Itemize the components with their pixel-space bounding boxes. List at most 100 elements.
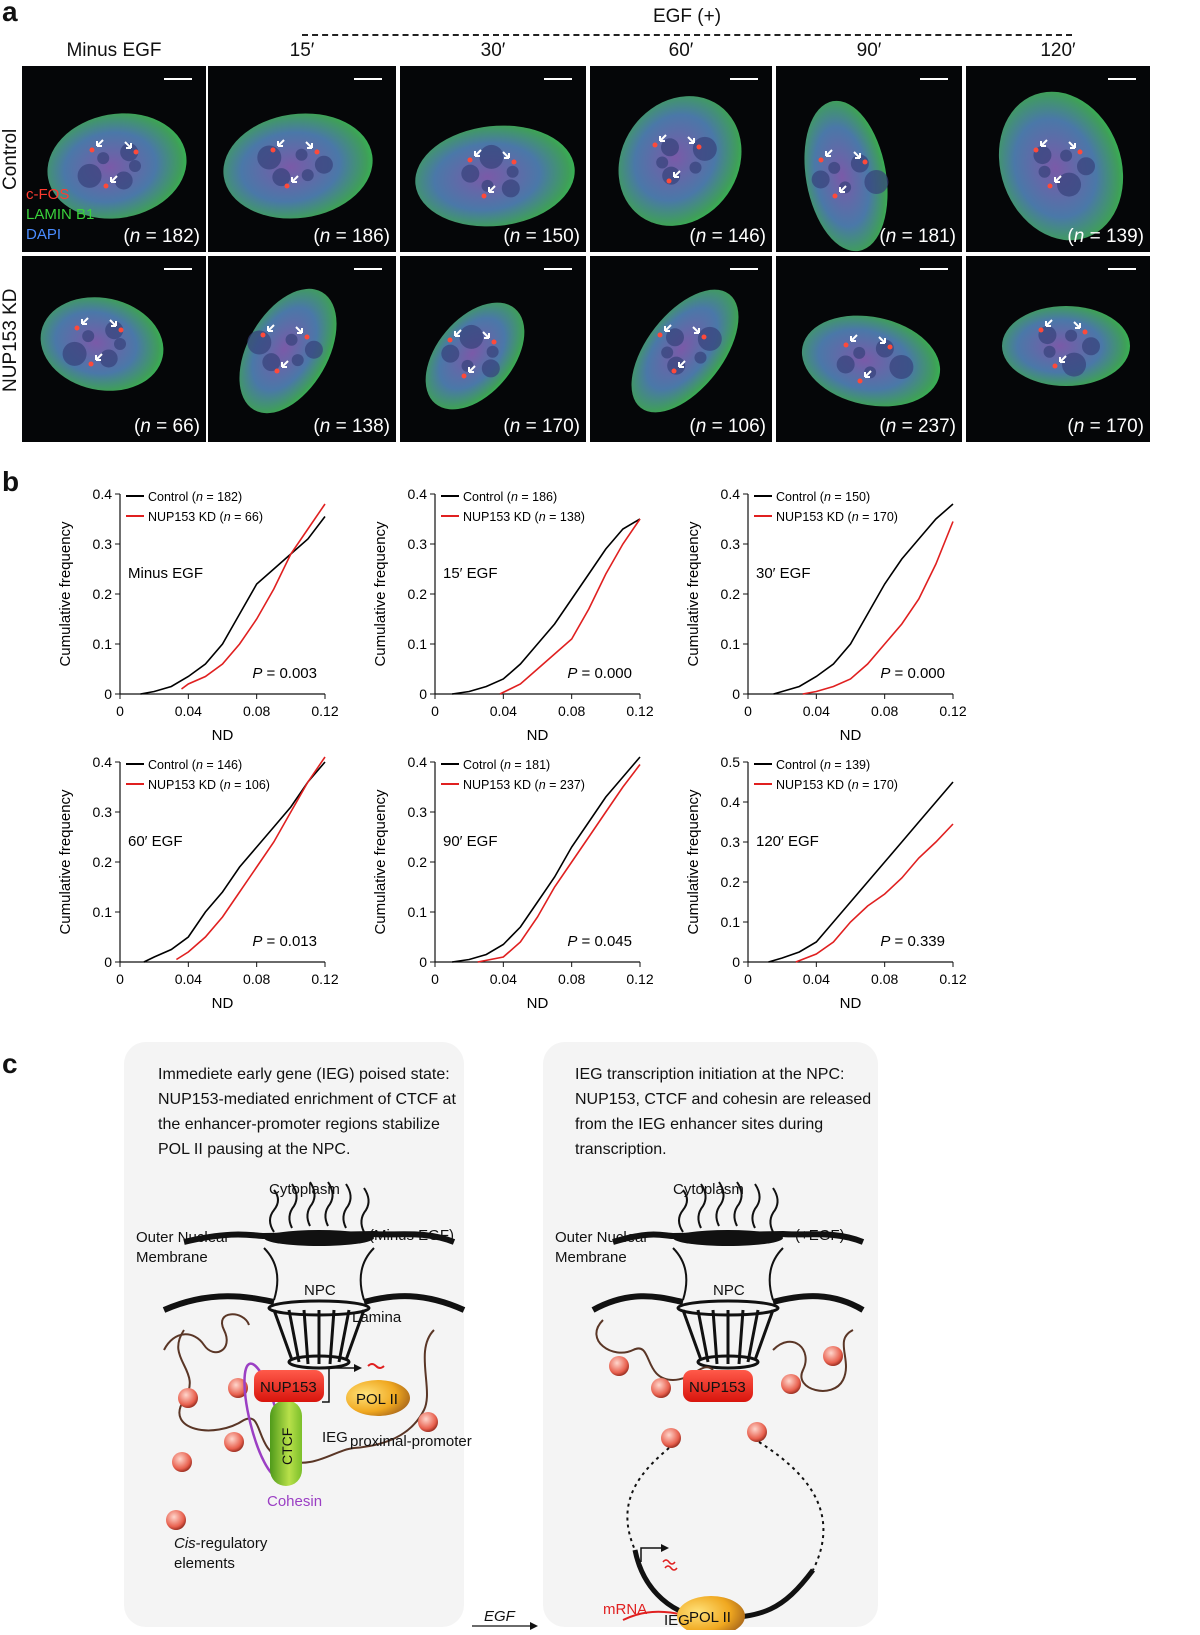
x-tick-label: 0.08 bbox=[243, 703, 270, 719]
y-tick-label: 0.5 bbox=[721, 754, 741, 770]
pol2-enzyme bbox=[346, 1380, 410, 1416]
npc-basket bbox=[267, 1299, 371, 1370]
x-tick-label: 0.04 bbox=[175, 971, 202, 987]
transcription-box bbox=[543, 1042, 878, 1627]
c-fos-spot bbox=[843, 342, 849, 348]
arrowhead-icon bbox=[468, 367, 474, 373]
arrowhead-icon bbox=[81, 319, 87, 325]
c-fos-spot bbox=[652, 142, 658, 148]
cumulative-frequency-chart: 0 0.1 0.2 0.3 0.4 0 0.04 0.08 0.12 ND Cumulative f… bbox=[372, 486, 654, 744]
y-tick-label: 0.2 bbox=[408, 854, 428, 870]
x-tick-label: 0.08 bbox=[558, 703, 585, 719]
arrowhead-icon bbox=[488, 187, 494, 193]
y-tick-label: 0.1 bbox=[408, 636, 428, 652]
c-fos-spot bbox=[133, 149, 139, 155]
arrowhead-icon bbox=[678, 362, 684, 368]
npc-basket-right bbox=[676, 1299, 780, 1370]
y-axis-label: Cumulative frequency bbox=[372, 789, 389, 935]
transcription-schematic: Cytoplasm (+EGF) Outer Nuclear Membrane … bbox=[555, 1181, 865, 1630]
y-tick-label: 0 bbox=[732, 686, 740, 702]
arrowhead-icon bbox=[1040, 141, 1046, 147]
legend-entry: NUP153 KD (n = 106) bbox=[148, 778, 270, 792]
egf-arrow-label: EGF bbox=[484, 1608, 515, 1625]
arrowhead-icon bbox=[297, 328, 303, 334]
c-fos-spot bbox=[89, 147, 95, 153]
cumulative-frequency-chart: 0 0.1 0.2 0.3 0.4 0.5 0 0.04 0.08 0.12 ND Cumulativ… bbox=[685, 754, 967, 1012]
poised-state-schematic: Cytoplasm (Minus EGF) Outer Nuclear Memb… bbox=[136, 1181, 472, 1572]
c-fos-spot bbox=[857, 378, 863, 384]
y-tick-label: 0.3 bbox=[408, 804, 428, 820]
nucleolus bbox=[486, 345, 499, 358]
npc-sides-right bbox=[672, 1247, 784, 1301]
ctcf-label: CTCF bbox=[279, 1428, 295, 1465]
scale-bar bbox=[1108, 78, 1136, 80]
y-tick-label: 0.1 bbox=[93, 904, 113, 920]
lamina-label: Lamina bbox=[352, 1309, 402, 1326]
arrowhead-icon bbox=[664, 326, 670, 332]
nucleus bbox=[223, 113, 373, 219]
channel-legend-label: DAPI bbox=[26, 226, 62, 243]
y-tick-label: 0.2 bbox=[408, 586, 428, 602]
c-fos-spot bbox=[832, 193, 838, 199]
nucleolus bbox=[506, 165, 519, 178]
legend-entry: NUP153 KD (n = 170) bbox=[776, 778, 898, 792]
x-tick-label: 0.12 bbox=[939, 971, 966, 987]
scale-bar bbox=[164, 268, 192, 270]
y-tick-label: 0 bbox=[419, 686, 427, 702]
nucleolus bbox=[660, 138, 679, 157]
npc-filaments-right bbox=[678, 1181, 779, 1233]
nucleolus bbox=[479, 144, 504, 169]
x-tick-label: 0.12 bbox=[939, 703, 966, 719]
series-line bbox=[175, 756, 326, 961]
sample-count: (n = 66) bbox=[133, 416, 200, 437]
p-value-label: P = 0.339 bbox=[880, 933, 945, 950]
p-value-label: P = 0.045 bbox=[567, 933, 632, 950]
nucleolus bbox=[850, 154, 869, 173]
nucleus bbox=[618, 96, 742, 226]
x-tick-label: 0.12 bbox=[311, 971, 338, 987]
nucleus-image bbox=[998, 91, 1124, 241]
arrowhead-icon bbox=[659, 136, 665, 142]
legend-entry: Cotrol (n = 181) bbox=[463, 758, 550, 772]
x-tick-label: 0.12 bbox=[311, 703, 338, 719]
chromatin-loops bbox=[163, 1313, 250, 1354]
legend-entry: Control (n = 186) bbox=[463, 490, 557, 504]
npc-label: NPC bbox=[304, 1282, 336, 1299]
series-line bbox=[181, 503, 326, 690]
nup153-label-right: NUP153 bbox=[689, 1379, 746, 1396]
npc-filaments bbox=[269, 1181, 370, 1233]
x-tick-label: 0 bbox=[431, 703, 439, 719]
micrograph-tile: (n = 66) bbox=[22, 256, 206, 442]
nucleus bbox=[801, 315, 941, 407]
nucleolus bbox=[129, 160, 141, 172]
y-tick-label: 0.4 bbox=[721, 794, 741, 810]
arrowhead-icon bbox=[454, 331, 460, 337]
nucleus-image bbox=[804, 100, 889, 252]
x-tick-label: 0.04 bbox=[803, 703, 830, 719]
egf-header-line bbox=[302, 34, 1072, 36]
nucleus-image bbox=[223, 113, 373, 219]
y-axis-label: Cumulative frequency bbox=[57, 789, 74, 935]
y-tick-label: 0.3 bbox=[721, 536, 741, 552]
arrowhead-icon bbox=[1045, 321, 1051, 327]
legend-entry: Control (n = 182) bbox=[148, 490, 242, 504]
nucleolus bbox=[77, 163, 102, 188]
c-fos-spot bbox=[467, 157, 473, 163]
channel-legend-label: c-FOS bbox=[26, 186, 70, 203]
cytoplasm-label-right: Cytoplasm bbox=[673, 1181, 744, 1198]
column-header: 60′ bbox=[668, 40, 694, 61]
series-line bbox=[451, 518, 641, 695]
nup153-protein bbox=[254, 1370, 324, 1402]
nucleolus bbox=[461, 164, 480, 183]
arrowhead-icon bbox=[694, 328, 700, 334]
panel-c-letter: c bbox=[2, 1048, 18, 1079]
nucleolus bbox=[661, 346, 674, 359]
y-tick-label: 0.1 bbox=[93, 636, 113, 652]
x-tick-label: 0.08 bbox=[243, 971, 270, 987]
rna-squiggle bbox=[367, 1363, 385, 1369]
scale-bar bbox=[1108, 268, 1136, 270]
nucleolus bbox=[285, 333, 298, 346]
y-tick-label: 0.3 bbox=[721, 834, 741, 850]
c-fos-spot bbox=[274, 368, 280, 374]
sample-count: (n = 170) bbox=[503, 416, 580, 437]
